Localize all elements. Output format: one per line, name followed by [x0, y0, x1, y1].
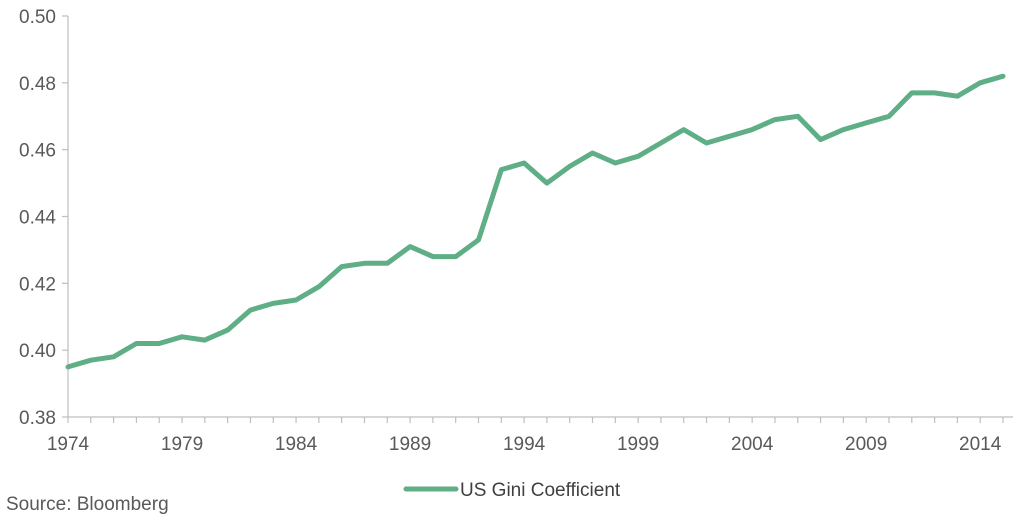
y-tick-label: 0.48	[19, 74, 56, 95]
y-tick-label: 0.38	[19, 408, 56, 429]
axes	[62, 15, 1013, 423]
legend: US Gini Coefficient	[403, 480, 621, 501]
x-tick-label: 2004	[731, 434, 774, 455]
x-tick-label: 1974	[47, 434, 90, 455]
y-tick-label: 0.46	[19, 141, 56, 162]
y-tick-label: 0.42	[19, 274, 56, 295]
x-tick-label: 2014	[959, 434, 1002, 455]
x-tick-label: 1979	[161, 434, 203, 455]
x-tick-label: 1989	[389, 434, 431, 455]
source-note: Source: Bloomberg	[6, 494, 169, 515]
y-tick-label: 0.44	[19, 208, 56, 229]
y-tick-label: 0.40	[19, 341, 56, 362]
series-lines	[65, 73, 1006, 370]
y-tick-label: 0.50	[19, 7, 56, 28]
x-tick-label: 1994	[503, 434, 546, 455]
x-tick-label: 2009	[845, 434, 887, 455]
tick-labels: 0.38 0.40 0.42 0.44 0.46 0.48 0.50 1974 1979 1984…	[19, 7, 1002, 455]
series-line-us-gini	[65, 73, 1006, 370]
x-tick-label: 1999	[617, 434, 659, 455]
legend-label-us-gini: US Gini Coefficient	[460, 480, 621, 501]
x-tick-label: 1984	[275, 434, 318, 455]
